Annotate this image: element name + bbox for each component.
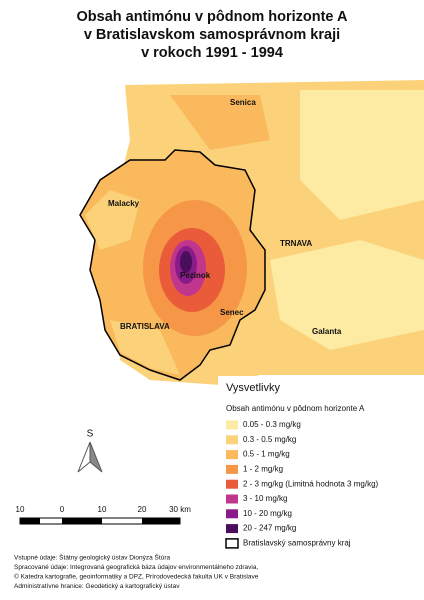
legend-label: 2 - 3 mg/kg (Limitná hodnota 3 mg/kg)	[243, 479, 379, 488]
footer: Vstupné údaje: Štátny geologický ústav D…	[14, 553, 259, 591]
scale-segment	[62, 518, 102, 524]
legend-label: 10 - 20 mg/kg	[243, 509, 292, 518]
legend-swatch	[226, 435, 238, 445]
legend-label: 0.05 - 0.3 mg/kg	[243, 420, 301, 429]
scale-bar: 10 0 10 20 30 km	[16, 505, 191, 525]
legend-label: 0.3 - 0.5 mg/kg	[243, 435, 296, 444]
legend-label: 0.5 - 1 mg/kg	[243, 450, 290, 459]
scale-label: 30 km	[169, 505, 191, 514]
scale-segment	[20, 518, 40, 524]
title-line: v Bratislavskom samosprávnom kraji	[84, 27, 340, 43]
legend-swatch	[226, 479, 238, 489]
legend-label: 20 - 247 mg/kg	[243, 524, 296, 533]
place-label: Senec	[220, 308, 244, 317]
title-line: Obsah antimónu v pôdnom horizonte A	[77, 9, 348, 25]
map-area	[79, 80, 424, 385]
legend-title: Vysvetlivky	[226, 382, 280, 394]
legend-swatch	[226, 524, 238, 534]
legend-swatch	[226, 464, 238, 474]
zone	[180, 251, 192, 273]
legend-swatch	[226, 509, 238, 519]
legend-subtitle: Obsah antimónu v pôdnom horizonte A	[226, 404, 365, 413]
place-label: BRATISLAVA	[120, 322, 170, 331]
legend-swatch	[225, 538, 239, 549]
footer-line: Spracované údaje: Integrovaná geografick…	[14, 564, 258, 571]
legend-label: 3 - 10 mg/kg	[243, 494, 287, 503]
legend-box	[218, 376, 424, 554]
mid-zone	[170, 95, 270, 150]
place-label: Senica	[230, 98, 256, 107]
scale-label: 10	[16, 505, 25, 514]
mid-zone	[110, 320, 180, 375]
footer-line: © Katedra kartografie, geoinformatiky a …	[14, 573, 259, 581]
footer-line: Administratívne hranice: Geodetický a ka…	[14, 583, 180, 590]
scale-segment	[142, 518, 180, 524]
arrow-half	[77, 441, 91, 473]
low-zone	[270, 240, 424, 350]
mid-zone	[85, 190, 140, 250]
arrow-half	[89, 441, 103, 473]
legend-label: 1 - 2 mg/kg	[243, 465, 283, 474]
title-line: v rokoch 1991 - 1994	[141, 45, 283, 61]
north-label: S	[87, 429, 94, 440]
legend-label: Bratislavský samosprávny kraj	[243, 539, 351, 548]
place-label: Galanta	[312, 327, 342, 336]
low-zone	[300, 90, 424, 220]
place-label: Malacky	[108, 199, 140, 208]
scale-label: 0	[60, 505, 65, 514]
scale-label: 20	[138, 505, 147, 514]
scale-label: 10	[98, 505, 107, 514]
legend-swatch	[226, 450, 238, 460]
footer-line: Vstupné údaje: Štátny geologický ústav D…	[14, 553, 170, 562]
legend-swatch	[226, 494, 238, 504]
north-arrow: S	[77, 429, 103, 473]
place-label: Pezinok	[180, 271, 211, 280]
legend: 0.05 - 0.3 mg/kg 0.3 - 0.5 mg/kg 0.5 - 1 m…	[225, 420, 379, 549]
place-label: TRNAVA	[280, 239, 312, 248]
legend-swatch	[226, 420, 238, 430]
